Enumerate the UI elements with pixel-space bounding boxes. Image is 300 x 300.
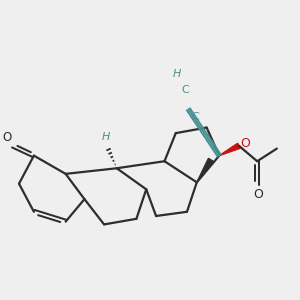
Text: O: O — [254, 188, 263, 201]
Text: H: H — [173, 69, 181, 79]
Text: O: O — [2, 130, 11, 143]
Polygon shape — [219, 143, 240, 156]
Text: C: C — [181, 85, 189, 95]
Text: H: H — [101, 132, 110, 142]
Text: O: O — [241, 137, 250, 150]
Text: C: C — [192, 112, 200, 122]
Polygon shape — [197, 158, 213, 182]
